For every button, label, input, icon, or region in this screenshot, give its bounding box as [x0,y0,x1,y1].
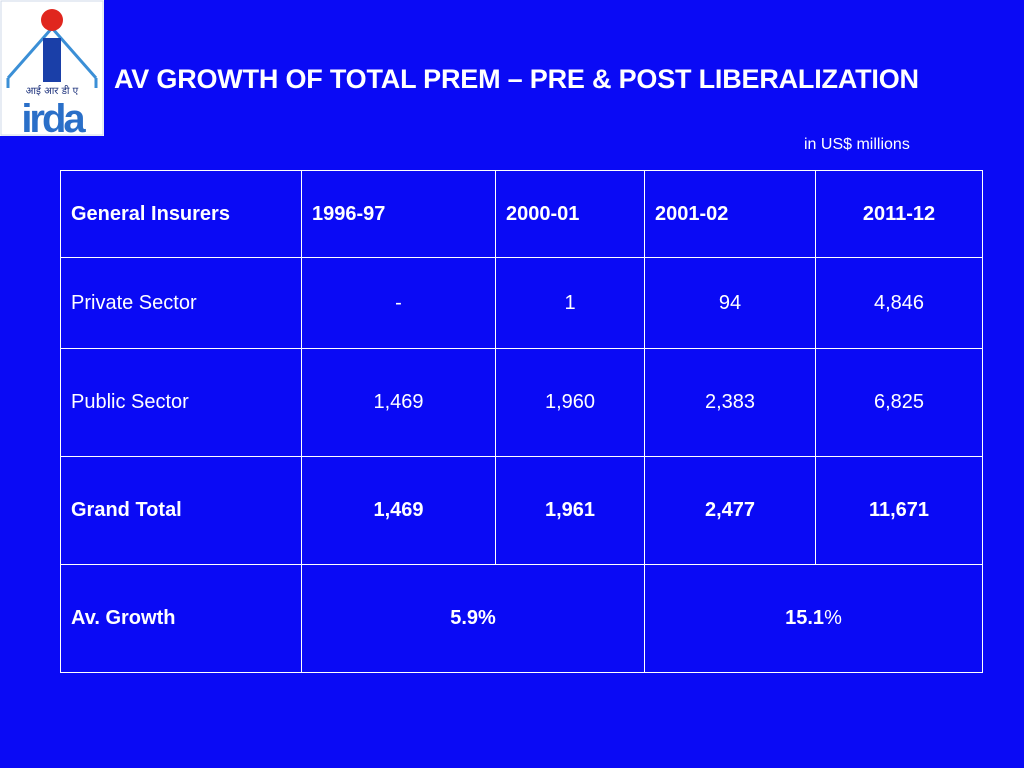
percent-symbol: % [824,607,842,629]
irda-logo: आई आर डी ए irda [0,0,104,136]
cell-value: - [301,257,496,349]
row-label-public-sector: Public Sector [60,348,302,457]
growth-pre-liberalization: 5.9% [301,564,645,673]
cell-value: 2,383 [644,348,816,457]
header-2001-02: 2001-02 [644,170,816,258]
cell-value: 1,960 [495,348,645,457]
premium-table: General Insurers 1996-97 2000-01 2001-02… [60,170,983,673]
growth-post-value: 15.1 [785,607,825,629]
table-row: Av. Growth 5.9% 15.1% [60,564,983,673]
table-row: Grand Total 1,469 1,961 2,477 11,671 [60,456,983,565]
cell-value: 94 [644,257,816,349]
header-2000-01: 2000-01 [495,170,645,258]
row-label-grand-total: Grand Total [60,456,302,565]
header-2011-12: 2011-12 [815,170,983,258]
cell-value: 11,671 [815,456,983,565]
table-row: Private Sector - 1 94 4,846 [60,257,983,349]
cell-value: 1,469 [301,348,496,457]
table-row: Public Sector 1,469 1,960 2,383 6,825 [60,348,983,457]
cell-value: 4,846 [815,257,983,349]
svg-text:आई आर डी ए: आई आर डी ए [26,85,79,97]
growth-post-liberalization: 15.1% [644,564,983,673]
cell-value: 2,477 [644,456,816,565]
cell-value: 1,469 [301,456,496,565]
header-1996-97: 1996-97 [301,170,496,258]
header-general-insurers: General Insurers [60,170,302,258]
table-header-row: General Insurers 1996-97 2000-01 2001-02… [60,170,983,258]
svg-text:irda: irda [21,97,86,136]
units-note: in US$ millions [804,136,910,153]
cell-value: 1,961 [495,456,645,565]
row-label-private-sector: Private Sector [60,257,302,349]
slide-title: AV GROWTH OF TOTAL PREM – PRE & POST LIB… [114,64,919,94]
row-label-av-growth: Av. Growth [60,564,302,673]
cell-value: 1 [495,257,645,349]
cell-value: 6,825 [815,348,983,457]
